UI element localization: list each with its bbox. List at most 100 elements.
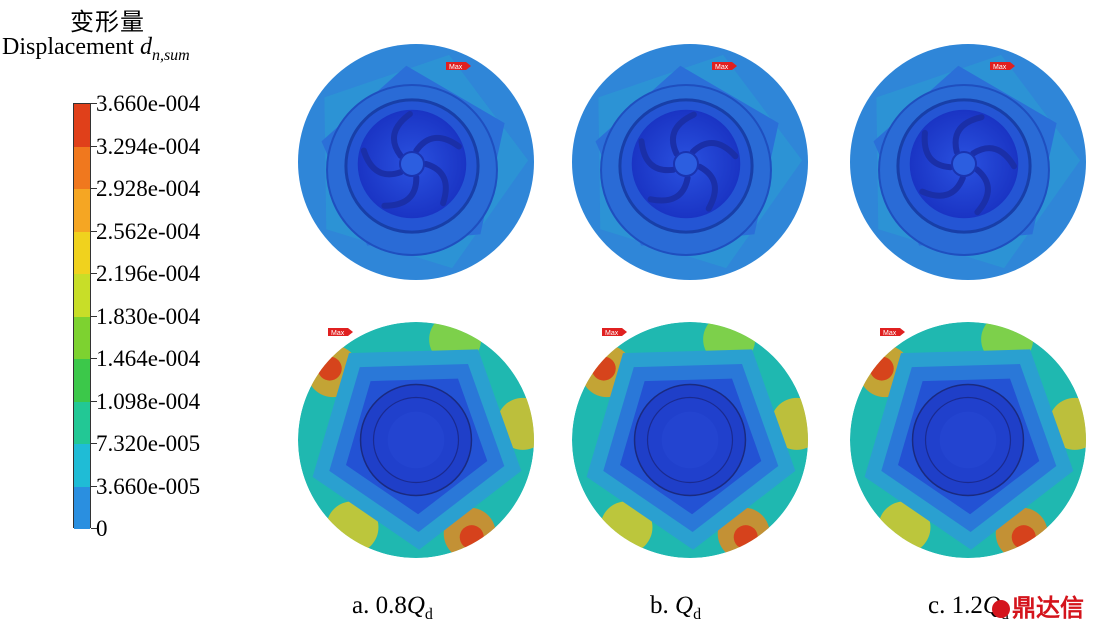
displacement-peak — [591, 356, 616, 381]
colorbar-tick-mark — [91, 443, 97, 444]
impeller-blade — [360, 147, 404, 178]
colorbar-tick-label: 3.660e-005 — [96, 473, 201, 499]
max-marker: Max — [712, 62, 737, 71]
legend-title-en: Displacement dn,sum — [2, 34, 190, 65]
colorbar-tick-mark — [91, 358, 97, 359]
colorbar-tick-mark — [91, 188, 97, 189]
colorbar-tick-label: 3.294e-004 — [96, 133, 201, 159]
displacement-peak — [459, 525, 484, 550]
max-flag-icon — [990, 62, 1015, 70]
colorbar-tick-mark — [91, 485, 97, 487]
caption-a-sub: d — [424, 606, 433, 623]
max-flag-icon — [602, 328, 627, 336]
colorbar-band — [74, 274, 90, 317]
colorbar-band — [74, 146, 90, 189]
max-marker: Max — [990, 62, 1015, 71]
caption-b-prefix: b. — [650, 592, 675, 619]
caption-a-q: Q — [406, 592, 425, 619]
colorbar-band — [74, 316, 90, 359]
logo-icon — [992, 600, 1010, 618]
caption-c-prefix: c. 1.2 — [928, 592, 983, 619]
legend-title-cn: 变形量 — [70, 8, 145, 36]
watermark-text: 鼎达信 — [1012, 594, 1084, 622]
impeller-front-disc — [298, 44, 534, 280]
displacement-hotspot — [1048, 397, 1086, 450]
displacement-peak — [869, 356, 894, 381]
colorbar-tick-label: 1.464e-004 — [96, 346, 201, 371]
colorbar-tick-label: 2.562e-004 — [96, 218, 201, 244]
displacement-peak — [1011, 525, 1036, 550]
impeller-rear-disc — [850, 322, 1086, 558]
colorbar-tick-mark — [91, 145, 97, 147]
hub-center — [387, 411, 445, 469]
colorbar-tick-mark — [91, 400, 97, 402]
legend-title-text: Displacement — [2, 34, 140, 60]
impeller-blade — [638, 138, 677, 174]
colorbar-tick-mark — [91, 528, 97, 529]
max-label: Max — [449, 64, 463, 71]
displacement-hotspot — [770, 397, 808, 450]
hub-center — [939, 411, 997, 469]
legend-title-symbol: d — [139, 34, 152, 60]
impeller-rear-disc — [298, 322, 534, 558]
max-flag-icon — [446, 62, 471, 70]
colorbar-tick-label: 2.928e-004 — [96, 176, 201, 201]
caption-b-q: Q — [675, 592, 694, 619]
colorbar-band — [74, 359, 90, 402]
impeller-front-disc — [850, 44, 1086, 280]
impeller-blade — [696, 163, 718, 212]
max-label: Max — [605, 330, 619, 337]
colorbar-tick-mark — [91, 230, 97, 232]
hub-center — [661, 411, 719, 469]
colorbar-band — [74, 104, 90, 147]
colorbar-tick-label: 1.830e-004 — [96, 303, 201, 329]
hub-nose — [951, 151, 977, 177]
caption-b: b. Qd — [650, 592, 701, 624]
colorbar-tick-mark — [91, 103, 97, 104]
colorbar-tick-label: 0 — [96, 516, 108, 541]
impeller-blade — [670, 111, 697, 157]
caption-a: a. 0.8Qd — [352, 592, 433, 624]
hub-nose — [673, 151, 699, 177]
max-label: Max — [331, 330, 345, 337]
max-label: Max — [883, 330, 897, 337]
impeller-blade — [381, 174, 420, 209]
colorbar-band — [74, 401, 90, 444]
caption-b-sub: d — [693, 606, 702, 623]
impeller-blade — [973, 166, 991, 216]
max-flag-icon — [880, 328, 905, 336]
impeller-blade — [970, 145, 1017, 170]
impeller-blade — [413, 135, 462, 154]
colorbar-band — [74, 444, 90, 487]
impeller-blade — [919, 174, 966, 199]
colorbar-tick-label: 2.196e-004 — [96, 261, 201, 286]
max-marker: Max — [328, 328, 353, 337]
colorbar-tick-label: 3.660e-004 — [96, 91, 201, 116]
max-label: Max — [993, 64, 1007, 71]
max-marker: Max — [880, 328, 905, 337]
watermark-logo: 鼎达信 — [992, 588, 1084, 623]
max-marker: Max — [602, 328, 627, 337]
colorbar-tick-mark — [91, 273, 97, 274]
colorbar-band — [74, 189, 90, 232]
colorbar-tick-mark — [91, 315, 97, 317]
displacement-hotspot — [496, 397, 534, 450]
max-flag-icon — [328, 328, 353, 336]
impeller-rear-disc — [572, 322, 808, 558]
impeller-blade — [921, 129, 954, 171]
colorbar — [73, 103, 91, 529]
colorbar-band — [74, 231, 90, 274]
impeller-blade — [689, 140, 739, 160]
max-marker: Max — [446, 62, 471, 71]
caption-a-prefix: a. 0.8 — [352, 592, 407, 619]
displacement-peak — [317, 356, 342, 381]
colorbar-tick-label: 1.098e-004 — [96, 388, 201, 414]
max-label: Max — [715, 64, 729, 71]
legend-title-subscript: n,sum — [151, 46, 190, 64]
impeller-blade — [423, 161, 449, 207]
impeller-blade — [390, 111, 413, 159]
displacement-peak — [733, 525, 758, 550]
impeller-front-disc — [572, 44, 808, 280]
hub-nose — [399, 151, 425, 177]
